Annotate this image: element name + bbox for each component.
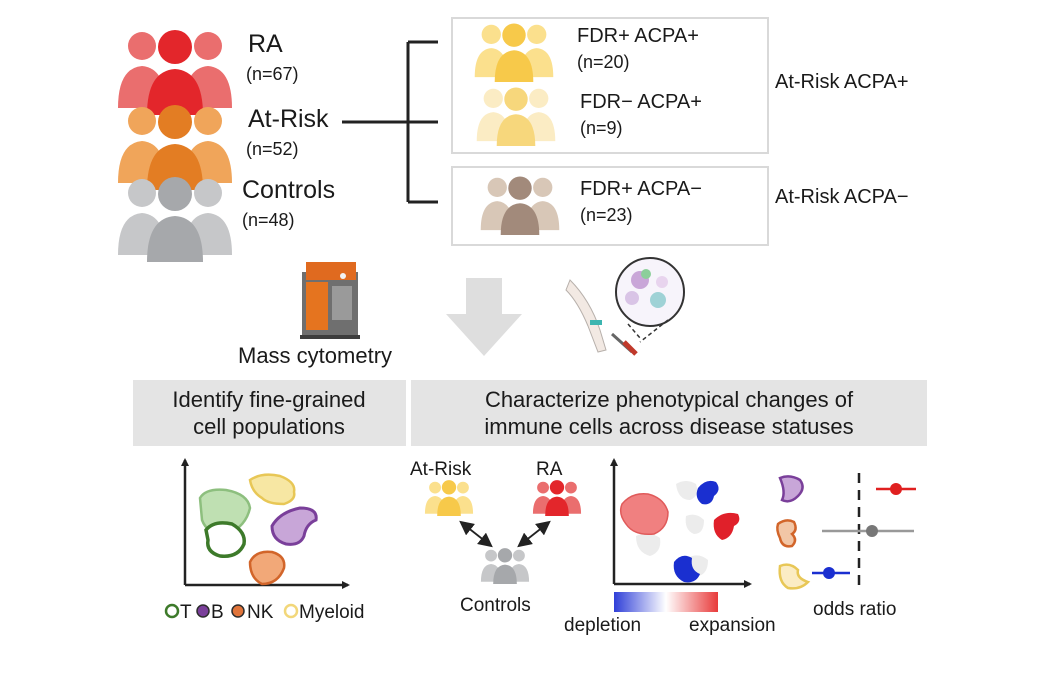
at-risk-acpa-negative-label: At-Risk ACPA− <box>775 186 909 208</box>
fdr-pos-acpa-neg-subgroup: FDR+ ACPA− (n=23) <box>480 176 702 235</box>
controls-group: Controls (n=48) <box>118 176 335 262</box>
depleted-cluster-b <box>673 555 700 583</box>
nk-cell-glyph <box>776 519 797 548</box>
neutral-cluster-c <box>636 533 661 556</box>
right-panel-title-line1: Characterize phenotypical changes of <box>485 387 854 412</box>
fdr-pos-acpa-pos-subgroup: FDR+ ACPA+ (n=20) <box>474 23 699 82</box>
colorbar-low-label: depletion <box>564 615 641 636</box>
colorbar-high-label: expansion <box>689 615 776 636</box>
t-legend-marker <box>164 603 180 619</box>
at-risk-group: At-Risk (n=52) <box>118 105 329 190</box>
odds-ratio-plot <box>776 473 916 592</box>
comparison-controls-icon <box>480 548 530 584</box>
depleted-cluster-a <box>696 480 719 505</box>
ra-group: RA (n=67) <box>118 30 299 115</box>
comparison-at-risk-icon <box>424 480 474 516</box>
expanded-cluster-light <box>619 492 669 536</box>
ra-people-icon <box>118 30 232 115</box>
comparison-ra-icon <box>532 480 582 516</box>
ra-label: RA <box>248 30 283 58</box>
down-arrow-icon <box>446 278 522 356</box>
mass-cytometer-icon <box>300 262 360 339</box>
abundance-plot-axes <box>612 460 750 586</box>
b-legend-marker <box>196 604 210 618</box>
ra-odds-point <box>890 483 902 495</box>
myeloid-legend-label: Myeloid <box>299 602 364 623</box>
nk-cell-cluster <box>248 550 286 586</box>
nk-legend-label: NK <box>247 602 274 623</box>
myeloid-legend-marker <box>283 603 299 619</box>
fdr-pos-acpa-pos-people-icon <box>474 23 554 82</box>
nk-legend-marker <box>231 604 245 618</box>
b-legend-label: B <box>211 602 224 623</box>
at-risk-vs-controls-arrow <box>459 520 493 548</box>
myeloid-glyph <box>778 563 811 590</box>
ra-vs-controls-arrow <box>517 520 551 548</box>
fdr-pos-acpa-neg-people-icon <box>480 176 560 235</box>
at-risk-label: At-Risk <box>248 105 329 133</box>
left-panel-title-box <box>133 380 406 446</box>
fdr-pos-acpa-neg-label: FDR+ ACPA− <box>580 178 702 200</box>
myeloid-odds-point <box>823 567 835 579</box>
fdr-pos-acpa-neg-count: (n=23) <box>580 205 633 225</box>
fdr-pos-acpa-pos-label: FDR+ ACPA+ <box>577 25 699 47</box>
controls-count: (n=48) <box>242 210 295 230</box>
comparison-at-risk-label: At-Risk <box>410 459 472 480</box>
b-cell-glyph <box>778 475 804 503</box>
at-risk-count: (n=52) <box>246 139 299 159</box>
t-cell-cluster-b <box>204 521 246 558</box>
neutral-cluster-b <box>685 514 704 534</box>
controls-label: Controls <box>242 176 335 204</box>
odds-ratio-label: odds ratio <box>813 599 896 620</box>
right-panel-title-line2: immune cells across disease statuses <box>484 414 853 439</box>
at-risk-acpa-positive-label: At-Risk ACPA+ <box>775 71 909 93</box>
cluster-plot-axes <box>183 460 348 587</box>
depletion-expansion-colorbar <box>614 592 718 612</box>
comparison-ra-label: RA <box>536 459 563 480</box>
expanded-cluster-strong <box>713 512 740 540</box>
cluster-plot <box>181 458 350 589</box>
comparison-controls-label: Controls <box>460 595 531 616</box>
fdr-neg-acpa-pos-label: FDR− ACPA+ <box>580 91 702 113</box>
right-panel-title-box <box>411 380 927 446</box>
controls-people-icon <box>118 177 232 262</box>
left-panel-title-line1: Identify fine-grained <box>172 387 365 412</box>
t-legend-label: T <box>180 602 192 623</box>
fdr-neg-acpa-pos-count: (n=9) <box>580 118 623 138</box>
myeloid-cluster <box>248 473 296 506</box>
fdr-pos-acpa-pos-count: (n=20) <box>577 52 630 72</box>
cell-type-legend: T B NK Myeloid <box>164 602 364 623</box>
nk-odds-point <box>866 525 878 537</box>
at-risk-bracket <box>342 40 438 204</box>
mass-cytometry-label: Mass cytometry <box>238 343 392 368</box>
ra-count: (n=67) <box>246 64 299 84</box>
fdr-neg-acpa-pos-people-icon <box>476 87 556 146</box>
fdr-neg-acpa-pos-subgroup: FDR− ACPA+ (n=9) <box>476 87 702 146</box>
left-panel-title-line2: cell populations <box>193 414 345 439</box>
b-cell-cluster <box>270 506 318 546</box>
neutral-cluster-a <box>676 481 698 500</box>
blood-draw-icon <box>565 257 685 356</box>
differential-abundance-plot <box>610 458 752 588</box>
